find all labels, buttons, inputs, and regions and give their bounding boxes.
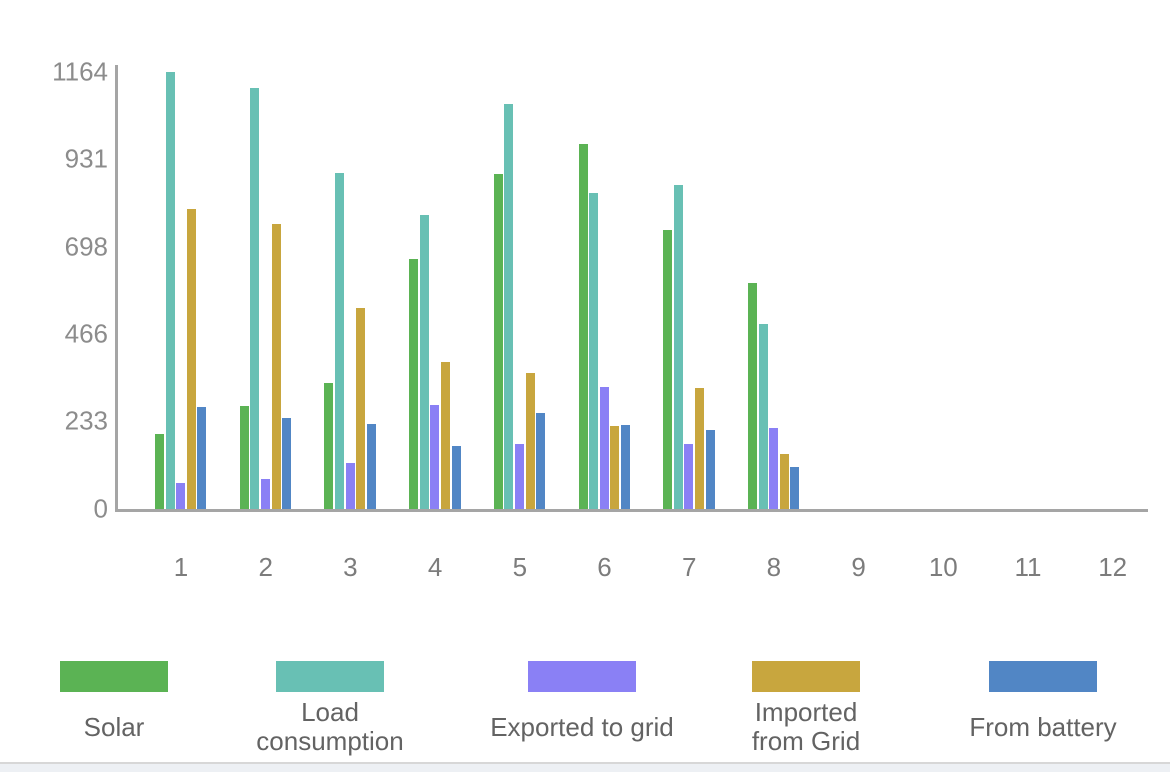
bar-solar-month-2[interactable] [239, 406, 249, 509]
bar-solar-month-5[interactable] [493, 174, 503, 509]
bar-exported-to-grid-month-6[interactable] [599, 386, 609, 509]
legend-swatch [989, 661, 1097, 692]
bar-exported-to-grid-month-4[interactable] [430, 404, 440, 509]
legend-label: Load consumption [256, 697, 404, 756]
bar-solar-month-1[interactable] [155, 433, 164, 509]
bar-imported-from-grid-month-1[interactable] [186, 208, 196, 509]
bar-load-consumption-month-5[interactable] [504, 103, 514, 509]
bar-from-battery-month-3[interactable] [366, 424, 376, 509]
chart-legend: Solar Load consumption Exported to grid Imp… [0, 661, 1170, 761]
x-axis-tick-label: 4 [427, 552, 443, 582]
legend-label: From battery [969, 711, 1117, 742]
legend-label: Solar [83, 711, 145, 742]
legend-item-load-consumption[interactable]: Load consumption [210, 661, 450, 756]
bar-load-consumption-month-2[interactable] [250, 87, 260, 509]
bar-from-battery-month-4[interactable] [451, 445, 461, 509]
x-axis-tick-label: 2 [258, 552, 273, 582]
bar-solar-month-6[interactable] [578, 143, 588, 509]
x-axis-tick-label: 12 [1098, 552, 1128, 582]
x-axis-tick-label: 10 [928, 552, 958, 582]
bar-exported-to-grid-month-5[interactable] [515, 443, 524, 509]
bar-solar-month-7[interactable] [663, 229, 673, 509]
bar-exported-to-grid-month-3[interactable] [345, 462, 355, 509]
bar-imported-from-grid-month-5[interactable] [525, 372, 535, 509]
bar-exported-to-grid-month-7[interactable] [684, 443, 694, 509]
bar-from-battery-month-5[interactable] [536, 412, 546, 509]
y-axis-tick-label: 1164 [52, 56, 108, 86]
bar-imported-from-grid-month-4[interactable] [440, 361, 450, 509]
x-axis-tick-label: 7 [681, 552, 697, 582]
legend-item-from-battery[interactable]: From battery [923, 661, 1163, 756]
x-axis-tick-label: 5 [512, 552, 528, 582]
bar-imported-from-grid-month-7[interactable] [695, 387, 704, 509]
bar-imported-from-grid-month-2[interactable] [271, 223, 281, 509]
bar-exported-to-grid-month-1[interactable] [176, 483, 186, 509]
legend-item-imported-from-grid[interactable]: Imported from Grid [686, 661, 926, 756]
legend-item-solar[interactable]: Solar [0, 661, 234, 756]
bar-solar-month-3[interactable] [324, 382, 334, 509]
bar-imported-from-grid-month-6[interactable] [610, 425, 620, 509]
bar-load-consumption-month-7[interactable] [673, 185, 683, 509]
bar-from-battery-month-6[interactable] [620, 424, 630, 509]
legend-item-exported-to-grid[interactable]: Exported to grid [462, 661, 702, 756]
legend-swatch [276, 661, 384, 692]
y-axis-tick-label: 466 [64, 318, 108, 349]
x-axis-tick-label: 1 [173, 552, 189, 582]
bottom-strip [0, 764, 1170, 772]
bar-load-consumption-month-3[interactable] [335, 172, 344, 509]
y-axis-tick-label: 233 [64, 405, 108, 436]
legend-swatch [60, 661, 168, 692]
bar-imported-from-grid-month-8[interactable] [779, 453, 789, 509]
x-axis-tick-label: 11 [1014, 552, 1042, 582]
bar-load-consumption-month-4[interactable] [419, 214, 429, 509]
bar-load-consumption-month-1[interactable] [165, 71, 175, 509]
bar-exported-to-grid-month-2[interactable] [260, 478, 270, 509]
bar-load-consumption-month-6[interactable] [589, 192, 599, 509]
bottom-divider [0, 762, 1170, 764]
bar-solar-month-4[interactable] [409, 258, 419, 509]
bar-from-battery-month-7[interactable] [705, 430, 715, 509]
x-axis-tick-label: 6 [597, 552, 612, 582]
bar-solar-month-8[interactable] [747, 282, 757, 509]
bar-from-battery-month-2[interactable] [282, 418, 292, 509]
x-axis-line [115, 509, 1148, 512]
y-axis-line [115, 65, 118, 511]
bar-imported-from-grid-month-3[interactable] [356, 307, 366, 509]
legend-swatch [752, 661, 860, 692]
legend-label: Imported from Grid [751, 697, 861, 756]
bar-from-battery-month-8[interactable] [790, 466, 800, 509]
x-axis-tick-label: 3 [343, 552, 358, 582]
x-axis-tick-label: 8 [766, 552, 782, 582]
y-axis-tick-label: 931 [64, 143, 108, 174]
bar-from-battery-month-1[interactable] [197, 406, 207, 509]
y-axis-tick-label: 0 [93, 493, 108, 524]
x-axis-tick-label: 9 [851, 552, 866, 582]
y-axis-tick-label: 698 [64, 231, 108, 262]
legend-label: Exported to grid [490, 711, 674, 742]
legend-swatch [528, 661, 636, 692]
bar-load-consumption-month-8[interactable] [758, 323, 768, 509]
bar-exported-to-grid-month-8[interactable] [769, 427, 779, 509]
